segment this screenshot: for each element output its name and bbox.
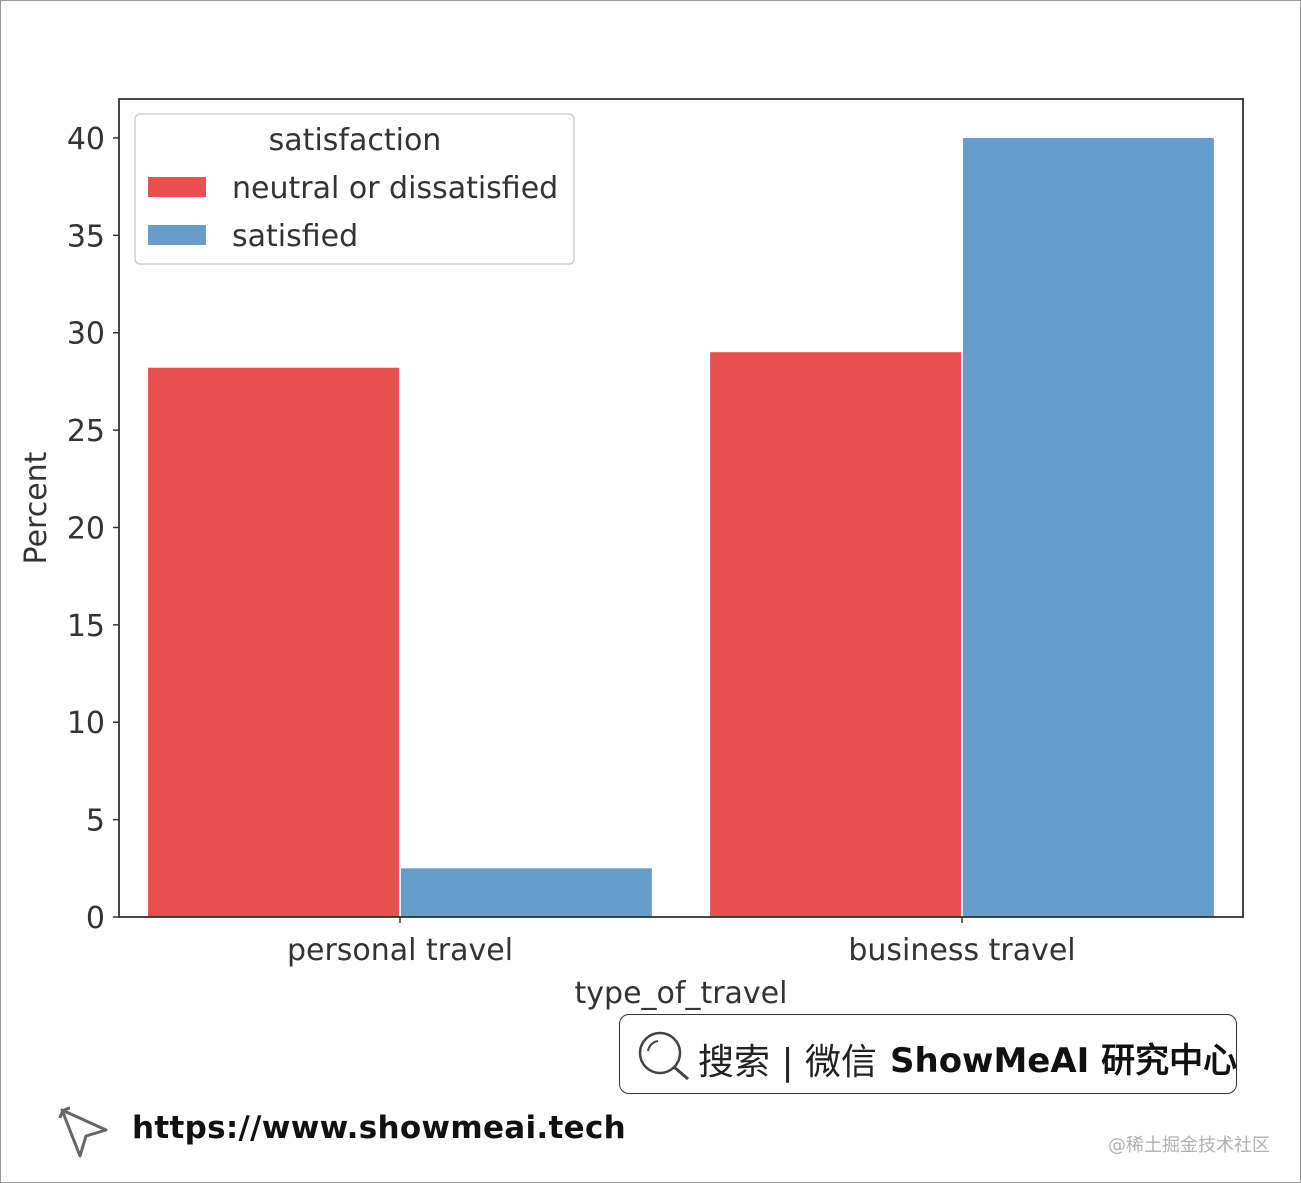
y-tick-label-6: 30 [67,317,105,352]
y-tick-label-7: 35 [67,219,105,254]
bar-0-1 [710,352,961,917]
y-tick-label-4: 20 [67,511,105,546]
search-banner: 搜索 | 微信 ShowMeAI 研究中心 [619,1014,1237,1094]
y-tick-label-8: 40 [67,122,105,157]
bar-1-0 [401,868,652,917]
website-url[interactable]: https://www.showmeai.tech [132,1110,626,1146]
search-icon [638,1031,689,1081]
y-tick-label-1: 5 [86,804,105,839]
legend-box [134,113,575,265]
legend-swatch-1 [148,225,206,245]
plot-area-frame [118,98,1244,918]
x-tick-label-1: business travel [848,933,1075,968]
watermark: @稀土掘金技术社区 [1108,1135,1270,1156]
y-tick-label-3: 15 [67,609,105,644]
x-axis-label: type_of_travel [575,976,788,1010]
y-axis-label: Percent [19,451,54,564]
legend-swatch-0 [148,177,206,197]
y-tick-label-5: 25 [67,414,105,449]
legend-title: satisfaction [269,123,442,158]
y-tick-label-0: 0 [86,901,105,936]
search-wechat-text: 搜索 | 微信 [698,1042,878,1083]
legend-label-1: satisfied [232,219,358,254]
bar-chart: personal travel business travel 0 5 10 15 20 25… [19,98,1244,1010]
legend-label-0: neutral or dissatisfied [232,171,558,206]
x-tick-label-0: personal travel [287,933,513,968]
y-tick-label-2: 10 [67,706,105,741]
brand-name: ShowMeAI 研究中心 [890,1041,1238,1081]
bar-1-1 [963,137,1214,917]
bar-0-0 [148,367,399,917]
cursor-pointer-icon [58,1106,108,1158]
